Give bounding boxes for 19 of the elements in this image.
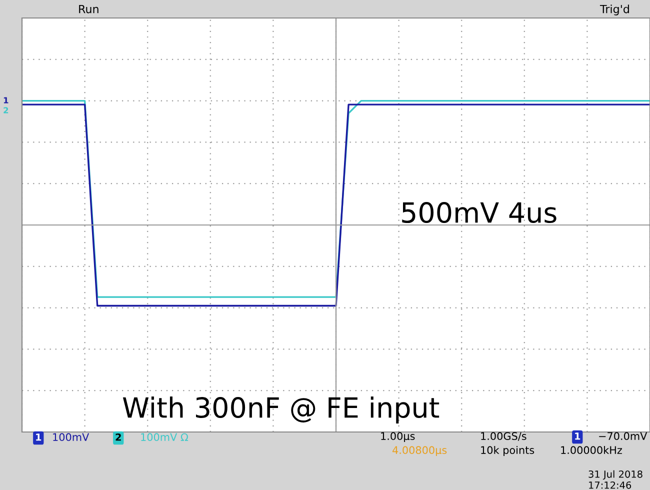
text: Run (79, 4, 98, 14)
annotation: 500mV 4us (402, 202, 556, 224)
text: 1 (575, 432, 580, 440)
text: With 300nF @ FE input (122, 396, 440, 424)
text: 31 Jul 2018 (588, 470, 642, 480)
text: 100mV Ω (141, 433, 188, 442)
text: 1 (4, 97, 8, 104)
text: 1.00GS/s (481, 432, 526, 441)
text: −70.0mV (599, 432, 648, 440)
text: 2 (4, 107, 8, 114)
text: 1 (36, 434, 42, 441)
text: Trig'd (600, 4, 629, 16)
text: 4.00800µs (392, 446, 447, 456)
text: 1.00000kHz (561, 446, 622, 454)
text: 100mV (53, 433, 90, 442)
text: 2 (116, 433, 121, 441)
text: 10k points (481, 446, 534, 456)
text: 1.00µs (381, 432, 415, 442)
text: 17:12:46 (589, 481, 632, 489)
